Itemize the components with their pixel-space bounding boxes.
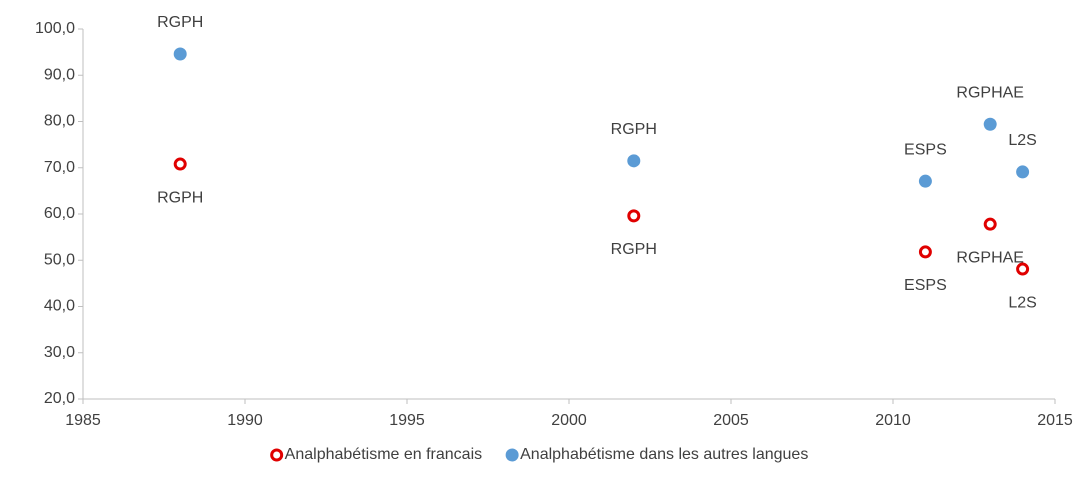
point (1016, 165, 1030, 179)
point-label: RGPH (611, 121, 657, 138)
legend-label: Analphabétisme en francais (285, 446, 482, 463)
y-tick-label: 30,0 (44, 344, 75, 361)
point-label: L2S (1008, 132, 1036, 149)
point (983, 217, 997, 231)
y-tick-label: 40,0 (44, 298, 75, 315)
x-tick-label: 2000 (551, 412, 587, 429)
point (173, 47, 187, 61)
point-label: L2S (1008, 294, 1036, 311)
y-tick-label: 80,0 (44, 113, 75, 130)
y-tick-label: 20,0 (44, 390, 75, 407)
point (983, 117, 997, 131)
x-tick-label: 2010 (875, 412, 911, 429)
x-tick-label: 1985 (65, 412, 101, 429)
x-tick-label: 1995 (389, 412, 425, 429)
legend-label: Analphabétisme dans les autres langues (520, 446, 808, 463)
y-tick-label: 60,0 (44, 205, 75, 222)
y-tick-label: 100,0 (35, 20, 75, 37)
point-label: ESPS (904, 141, 947, 158)
point (627, 209, 641, 223)
x-tick-label: 1990 (227, 412, 263, 429)
legend-marker (505, 448, 519, 462)
x-tick-label: 2015 (1037, 412, 1073, 429)
y-tick-label: 50,0 (44, 251, 75, 268)
point-label: RGPH (611, 241, 657, 258)
point (627, 154, 641, 168)
point (918, 245, 932, 259)
point (1016, 262, 1030, 276)
y-tick-label: 70,0 (44, 159, 75, 176)
point (173, 157, 187, 171)
point-label: RGPHAE (956, 84, 1024, 101)
point (918, 174, 932, 188)
point-label: RGPH (157, 189, 203, 206)
x-tick-label: 2005 (713, 412, 749, 429)
point-label: RGPHAE (956, 249, 1024, 266)
y-tick-label: 90,0 (44, 66, 75, 83)
point-label: RGPH (157, 14, 203, 31)
point-label: ESPS (904, 277, 947, 294)
legend-marker (270, 448, 284, 462)
